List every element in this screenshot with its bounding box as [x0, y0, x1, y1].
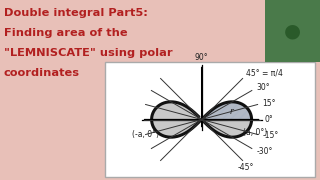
Text: 90°: 90° [195, 53, 208, 62]
Text: -15°: -15° [262, 131, 279, 140]
Text: Double integral Part5:: Double integral Part5: [4, 8, 148, 18]
Text: "LEMNISCATE" using polar: "LEMNISCATE" using polar [4, 48, 172, 58]
Text: -45°: -45° [238, 163, 254, 172]
Text: Finding area of the: Finding area of the [4, 28, 128, 38]
Text: 30°: 30° [256, 84, 270, 93]
Text: (-a, 0°): (-a, 0°) [132, 129, 159, 138]
Bar [105, 62, 315, 177]
Text: 15°: 15° [262, 99, 276, 108]
Polygon shape [202, 102, 252, 137]
Bar [265, 0, 320, 62]
Text: r: r [230, 107, 234, 116]
Text: ●: ● [284, 21, 300, 40]
Text: (a, 0°): (a, 0°) [244, 129, 268, 138]
Polygon shape [202, 102, 252, 120]
Text: 45° = π/4: 45° = π/4 [246, 68, 283, 77]
Text: -30°: -30° [256, 147, 273, 156]
Text: 0°: 0° [265, 115, 273, 124]
Text: coordinates: coordinates [4, 68, 80, 78]
